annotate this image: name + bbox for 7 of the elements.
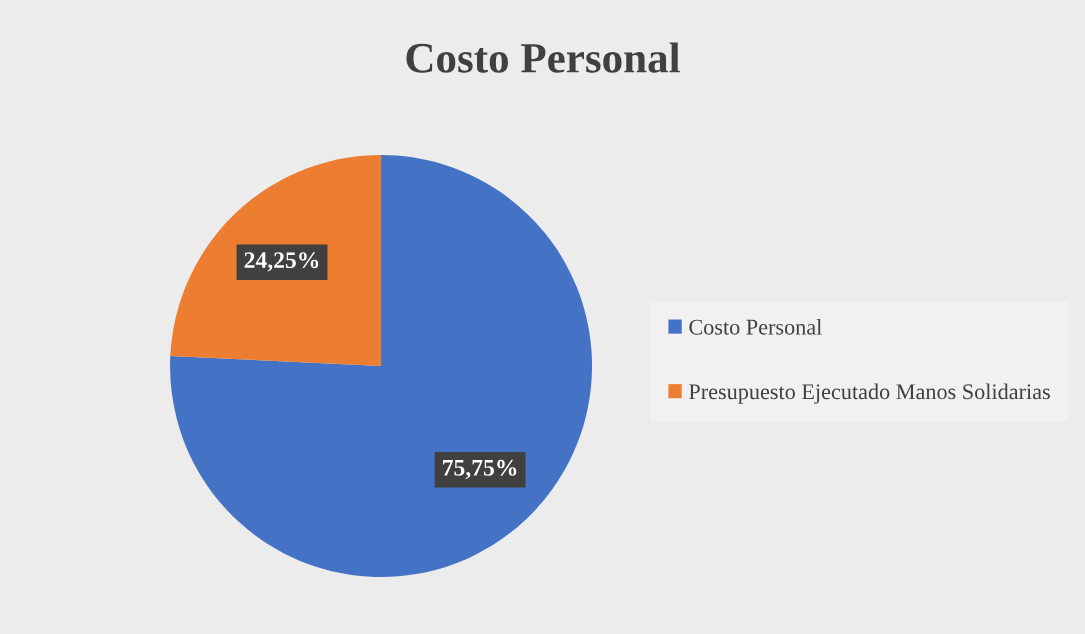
legend-label: Presupuesto Ejecutado Manos Solidarias [689, 383, 1050, 404]
data-label: 24,25% [244, 252, 319, 272]
data-label: 75,75% [443, 459, 517, 480]
pie-slice [170, 155, 593, 577]
legend-label: Costo Personal [689, 319, 822, 335]
chart-title: Costo Personal [406, 42, 680, 73]
pie-slice [170, 155, 382, 367]
